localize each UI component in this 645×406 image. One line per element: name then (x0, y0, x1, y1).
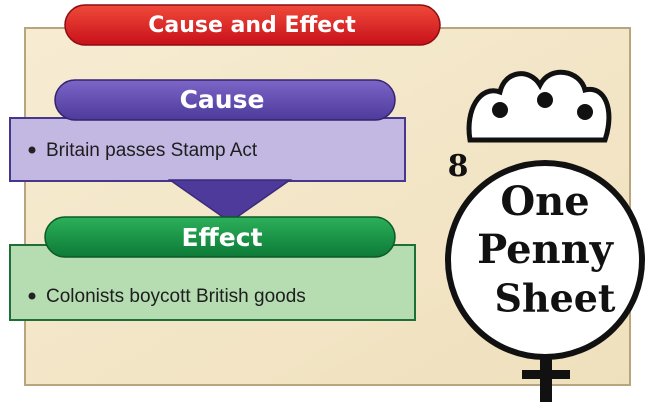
diagram: Cause and Effect Cause Britain passes St… (0, 0, 645, 406)
stamp-post (522, 370, 570, 379)
stamp-number: 8 (448, 149, 469, 184)
cause-heading: Cause (180, 85, 265, 114)
crown-ornament (537, 92, 553, 108)
bullet (29, 293, 36, 300)
page: Cause and Effect Cause Britain passes St… (0, 0, 645, 406)
stamp-text: Sheet (495, 276, 616, 321)
effect-heading: Effect (181, 223, 262, 252)
stamp-text: Penny (477, 226, 615, 273)
cause-item: Britain passes Stamp Act (46, 140, 258, 161)
crown-ornament (492, 102, 508, 118)
stamp-text: One (500, 178, 589, 225)
stamp-post (540, 357, 552, 402)
crown-ornament (577, 104, 593, 120)
bullet (29, 147, 36, 154)
title: Cause and Effect (148, 13, 356, 38)
effect-item: Colonists boycott British goods (46, 286, 306, 307)
